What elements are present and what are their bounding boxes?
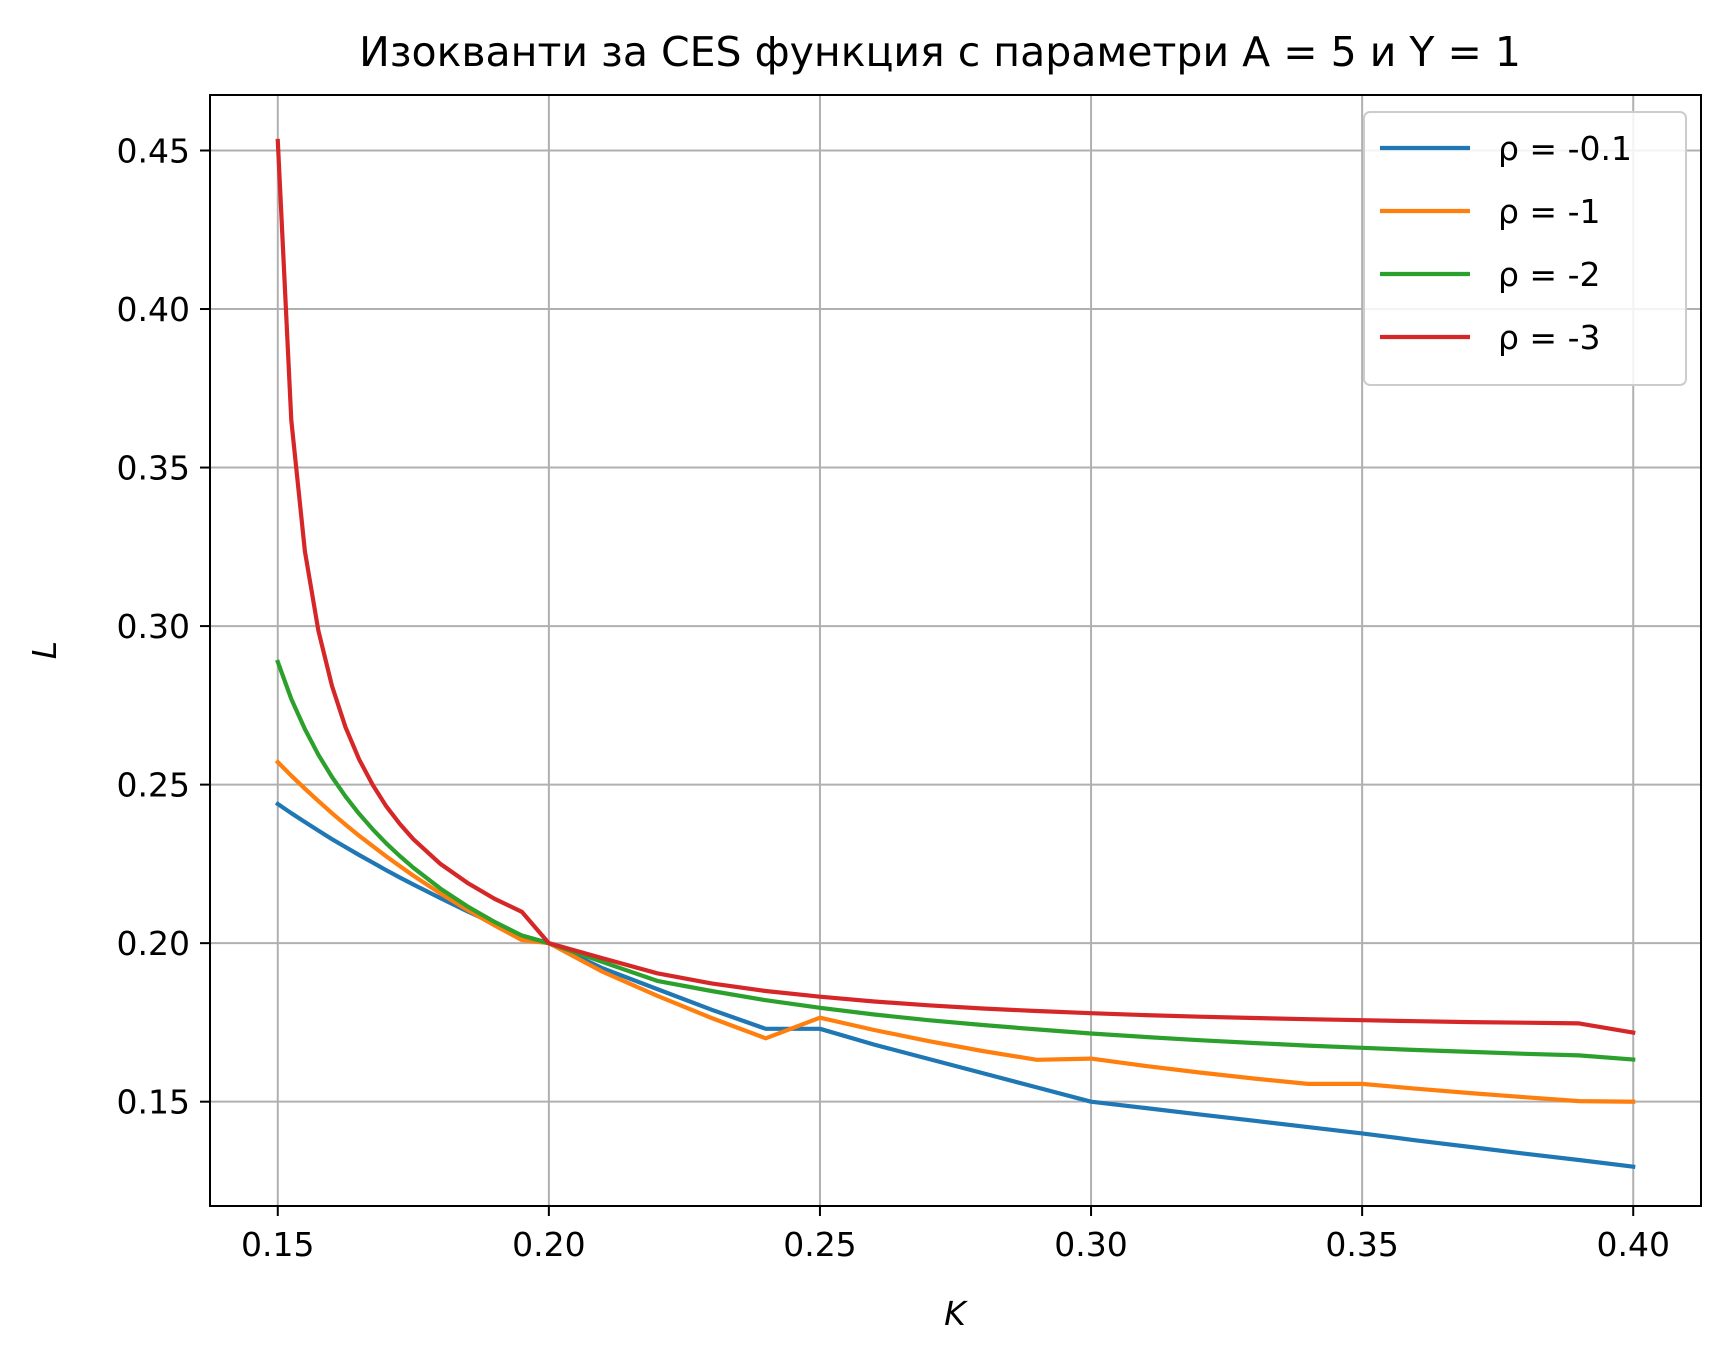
legend-label-3: ρ = -2 — [1498, 255, 1600, 294]
plot-area-frame — [209, 94, 1702, 1207]
legend-label-4: ρ = -3 — [1498, 318, 1600, 357]
x-tick-label: 0.15 — [241, 1225, 314, 1264]
legend-label-2: ρ = -1 — [1498, 192, 1600, 231]
x-tick-label: 0.35 — [1325, 1225, 1398, 1264]
x-tick-label: 0.20 — [512, 1225, 585, 1264]
y-tick-label: 0.35 — [117, 449, 190, 488]
x-tick-label: 0.25 — [783, 1225, 856, 1264]
series-line-1 — [274, 801, 1636, 1170]
legend-label-1: ρ = -0.1 — [1498, 129, 1632, 168]
legend-box — [1363, 111, 1687, 386]
y-tick-label: 0.30 — [117, 607, 190, 646]
y-axis-label: L — [25, 641, 64, 659]
y-tick-label: 0.25 — [117, 766, 190, 805]
y-tick-label: 0.40 — [117, 290, 190, 329]
x-tick-label: 0.30 — [1054, 1225, 1127, 1264]
chart-title: Изокванти за CES функция с параметри A =… — [359, 28, 1521, 76]
legend-items: ρ = -0.1 ρ = -1 ρ = -2 ρ = -3 — [1380, 129, 1632, 357]
y-tick-label: 0.15 — [117, 1083, 190, 1122]
tick-layer: 0.15 0.20 0.25 0.30 0.35 0.40 0.15 0.20 0.25 0.30… — [117, 131, 1670, 1264]
y-tick-label: 0.45 — [117, 131, 190, 170]
series-line-4 — [275, 138, 1636, 1036]
x-tick-label: 0.40 — [1596, 1225, 1669, 1264]
y-tick-label: 0.20 — [117, 924, 190, 963]
grid-layer — [210, 95, 1701, 1206]
series-layer — [274, 138, 1636, 1170]
x-axis-label: K — [944, 1294, 968, 1333]
legend: ρ = -0.1 ρ = -1 ρ = -2 ρ = -3 — [1363, 111, 1687, 386]
series-line-2 — [274, 759, 1636, 1104]
series-line-3 — [275, 659, 1636, 1062]
